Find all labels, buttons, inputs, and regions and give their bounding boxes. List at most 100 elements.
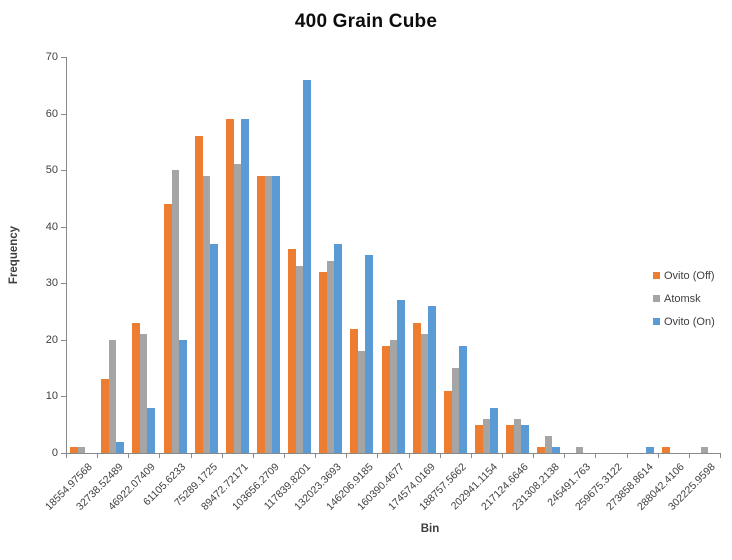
x-tick-mark (97, 453, 98, 458)
bar-ovito-off (382, 346, 390, 453)
y-tick-label: 0 (51, 447, 58, 459)
legend-item-ovito-on: Ovito (On) (653, 315, 715, 328)
bar-atomsk (327, 261, 334, 453)
bar-ovito-off (257, 176, 265, 453)
bar-ovito-off (226, 119, 234, 453)
bar-ovito-on (397, 300, 405, 453)
x-tick-mark (564, 453, 565, 458)
y-tick-label: 50 (45, 164, 58, 176)
bar-ovito-on (210, 244, 218, 453)
bar-atomsk (358, 351, 365, 453)
bar-ovito-off (319, 272, 327, 453)
bar-ovito-on (552, 447, 560, 453)
x-tick-mark (315, 453, 316, 458)
y-tick-label: 10 (45, 390, 58, 402)
bar-ovito-on (365, 255, 373, 453)
legend-item-atomsk: Atomsk (653, 292, 715, 305)
bar-ovito-off (164, 204, 172, 453)
y-tick-mark (61, 340, 66, 341)
bar-atomsk (78, 447, 85, 453)
y-tick-label: 30 (45, 277, 58, 289)
bar-ovito-on (272, 176, 280, 453)
y-tick-mark (61, 170, 66, 171)
x-tick-mark (627, 453, 628, 458)
legend: Ovito (Off) Atomsk Ovito (On) (653, 269, 715, 328)
x-tick-mark (66, 453, 67, 458)
x-tick-mark (689, 453, 690, 458)
bar-ovito-on (334, 244, 342, 453)
bar-ovito-on (646, 447, 654, 453)
bar-atomsk (545, 436, 552, 453)
bar-ovito-on (179, 340, 187, 453)
legend-label: Atomsk (664, 292, 701, 305)
y-tick-mark (61, 283, 66, 284)
bar-atomsk (172, 170, 179, 453)
x-tick-mark (128, 453, 129, 458)
bar-ovito-off (662, 447, 670, 453)
x-tick-mark (533, 453, 534, 458)
bar-ovito-off (132, 323, 140, 453)
bar-atomsk (576, 447, 583, 453)
x-tick-mark (346, 453, 347, 458)
bar-ovito-off (537, 447, 545, 453)
bar-atomsk (296, 266, 303, 453)
bar-atomsk (109, 340, 116, 453)
bar-ovito-off (101, 379, 109, 453)
bar-atomsk (265, 176, 272, 453)
x-tick-mark (409, 453, 410, 458)
bar-atomsk (452, 368, 459, 453)
y-tick-mark (61, 227, 66, 228)
x-tick-mark (502, 453, 503, 458)
bar-atomsk (421, 334, 428, 453)
bar-atomsk (203, 176, 210, 453)
legend-swatch-icon (653, 295, 660, 302)
bar-ovito-off (350, 329, 358, 453)
bar-ovito-off (506, 425, 514, 453)
bar-ovito-on (459, 346, 467, 453)
bar-ovito-on (147, 408, 155, 453)
bar-ovito-on (303, 80, 311, 453)
x-axis-title: Bin (420, 523, 440, 535)
x-tick-mark (222, 453, 223, 458)
bar-ovito-on (490, 408, 498, 453)
bar-atomsk (701, 447, 708, 453)
x-tick-mark (720, 453, 721, 458)
bar-ovito-on (241, 119, 249, 453)
x-tick-mark (191, 453, 192, 458)
x-tick-mark (440, 453, 441, 458)
bar-ovito-off (195, 136, 203, 453)
x-tick-mark (159, 453, 160, 458)
bar-ovito-on (116, 442, 124, 453)
x-tick-mark (595, 453, 596, 458)
y-tick-mark (61, 57, 66, 58)
bar-ovito-off (475, 425, 483, 453)
bar-atomsk (514, 419, 521, 453)
bar-atomsk (140, 334, 147, 453)
bar-ovito-off (413, 323, 421, 453)
bar-atomsk (483, 419, 490, 453)
legend-swatch-icon (653, 318, 660, 325)
bar-ovito-on (428, 306, 436, 453)
y-tick-mark (61, 114, 66, 115)
x-tick-mark (377, 453, 378, 458)
legend-label: Ovito (Off) (664, 269, 715, 282)
x-tick-mark (471, 453, 472, 458)
legend-label: Ovito (On) (664, 315, 715, 328)
y-tick-label: 20 (45, 334, 58, 346)
x-tick-mark (658, 453, 659, 458)
x-tick-mark (284, 453, 285, 458)
y-tick-label: 40 (45, 221, 58, 233)
y-tick-label: 60 (45, 108, 58, 120)
y-axis-line (66, 57, 67, 454)
bar-atomsk (234, 164, 241, 453)
legend-item-ovito-off: Ovito (Off) (653, 269, 715, 282)
bar-ovito-off (70, 447, 78, 453)
y-tick-mark (61, 453, 66, 454)
bar-ovito-off (444, 391, 452, 453)
bar-ovito-off (288, 249, 296, 453)
bar-atomsk (390, 340, 397, 453)
x-tick-mark (253, 453, 254, 458)
legend-swatch-icon (653, 272, 660, 279)
y-tick-label: 70 (45, 51, 58, 63)
